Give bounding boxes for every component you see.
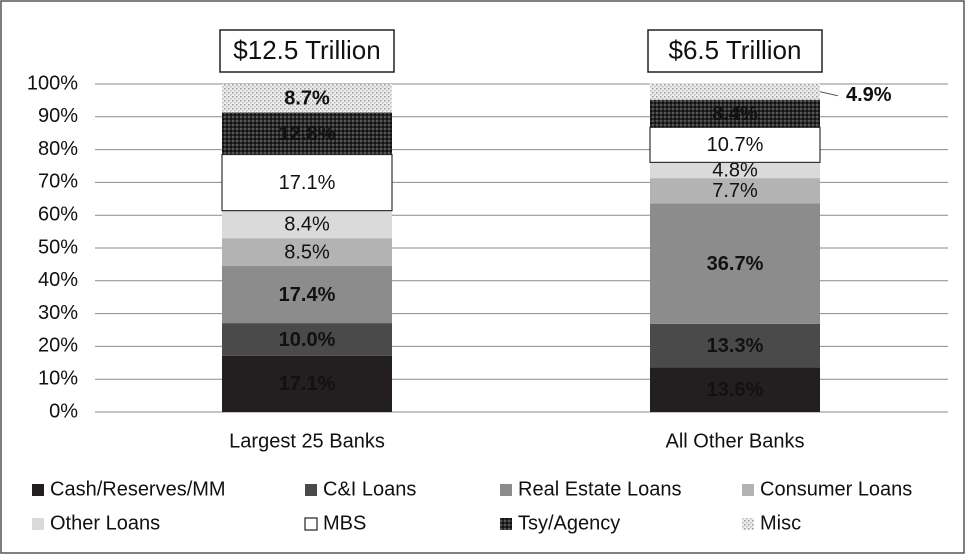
data-label: 17.1%: [279, 172, 336, 194]
data-label: 17.1%: [279, 373, 336, 395]
y-tick-label: 10%: [38, 367, 78, 389]
total-label: $6.5 Trillion: [669, 35, 802, 65]
legend-label: Cash/Reserves/MM: [50, 478, 226, 500]
legend-label: Misc: [760, 512, 801, 534]
legend-label: Consumer Loans: [760, 478, 912, 500]
legend-label: Tsy/Agency: [518, 512, 620, 534]
data-label: 4.8%: [712, 160, 758, 182]
bar-segment: [650, 367, 820, 412]
legend-label: Real Estate Loans: [518, 478, 681, 500]
legend-swatch: [32, 518, 44, 530]
bar-segment: [650, 178, 820, 204]
x-tick-label: All Other Banks: [666, 430, 805, 452]
y-tick-label: 30%: [38, 302, 78, 324]
y-tick-label: 0%: [49, 400, 78, 422]
total-label: $12.5 Trillion: [233, 35, 380, 65]
y-tick-label: 70%: [38, 171, 78, 193]
legend-swatch: [742, 518, 754, 530]
legend-swatch: [305, 484, 317, 496]
bar-segment: [650, 203, 820, 324]
data-label: 8.4%: [712, 103, 758, 125]
data-label: 13.6%: [707, 379, 764, 401]
bar-segment: [222, 323, 392, 356]
bar-segment: [222, 112, 392, 155]
data-label: 10.7%: [707, 134, 764, 156]
data-label: 36.7%: [707, 253, 764, 275]
bar-segment: [650, 162, 820, 179]
legend-label: Other Loans: [50, 512, 160, 534]
bar-segment: [221, 153, 393, 212]
y-tick-label: 100%: [27, 72, 78, 94]
y-tick-label: 50%: [38, 236, 78, 258]
bar-segment: [222, 84, 392, 113]
y-tick-label: 20%: [38, 335, 78, 357]
x-tick-label: Largest 25 Banks: [229, 430, 385, 452]
legend-swatch: [304, 517, 318, 531]
bar-segment: [222, 210, 392, 239]
y-tick-label: 80%: [38, 138, 78, 160]
data-label: 13.3%: [707, 335, 764, 357]
y-tick-label: 60%: [38, 203, 78, 225]
data-label: 8.7%: [284, 88, 330, 110]
data-label: 8.4%: [284, 214, 330, 236]
legend-swatch: [500, 518, 512, 530]
legend-swatch: [500, 484, 512, 496]
data-label: 7.7%: [712, 180, 758, 202]
leader-line: [819, 91, 839, 97]
data-label: 4.9%: [846, 84, 892, 106]
bar-segment: [650, 83, 820, 100]
legend-label: C&I Loans: [323, 478, 416, 500]
data-label: 17.4%: [279, 284, 336, 306]
data-label: 8.5%: [284, 241, 330, 263]
data-label: 12.8%: [279, 123, 336, 145]
y-tick-label: 90%: [38, 105, 78, 127]
y-tick-label: 40%: [38, 269, 78, 291]
bar-segment: [650, 323, 820, 368]
bar-segment: [650, 99, 820, 128]
bar-segment: [222, 355, 392, 412]
total-box: [219, 29, 395, 73]
legend-swatch: [742, 484, 754, 496]
bar-segment: [222, 266, 392, 324]
data-label: 10.0%: [279, 329, 336, 351]
legend-label: MBS: [323, 512, 366, 534]
bar-segment: [222, 238, 392, 267]
total-box: [647, 29, 823, 73]
legend-swatch: [32, 484, 44, 496]
